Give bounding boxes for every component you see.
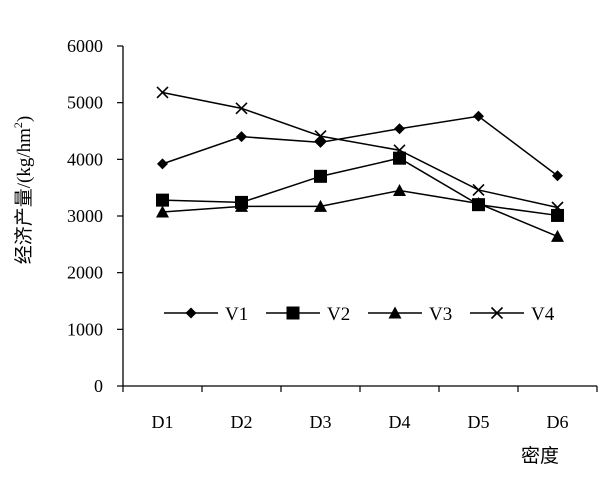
legend-item-v1: V1: [164, 304, 248, 325]
data-point: [472, 197, 485, 210]
data-point: [551, 201, 564, 214]
y-tick-label: 0: [94, 376, 103, 396]
legend-item-v3: V3: [368, 304, 452, 325]
data-point: [473, 110, 484, 122]
data-point: [156, 86, 169, 99]
data-point: [315, 136, 326, 148]
y-axis-ticks: 0 1000 2000 3000 4000 5000 6000: [67, 36, 123, 396]
axes: [122, 46, 597, 387]
legend-label: V1: [225, 304, 248, 325]
y-axis-title: 经济产量/(kg/hm2): [11, 116, 35, 265]
data-point: [393, 151, 406, 165]
x-axis-ticks: D1 D2 D3 D4 D5 D6: [122, 386, 598, 432]
series-v1: [157, 110, 563, 182]
x-axis-title: 密度: [521, 445, 559, 467]
y-tick-label: 4000: [67, 149, 103, 169]
y-tick-label: 3000: [67, 206, 103, 226]
data-point: [314, 169, 327, 183]
data-point: [235, 102, 248, 115]
series-line: [162, 91, 558, 209]
data-point: [156, 205, 169, 218]
y-axis-title-close: ): [14, 116, 35, 122]
legend-item-v4: V4: [470, 304, 555, 325]
x-tick-label: D1: [152, 412, 174, 432]
data-point: [472, 183, 485, 196]
data-point: [393, 144, 406, 157]
data-point: [314, 199, 327, 212]
legend-label: V4: [531, 304, 555, 325]
y-tick-label: 2000: [67, 263, 103, 283]
x-tick-label: D6: [547, 412, 569, 432]
y-axis-title-main: 经济产量/(kg/hm: [13, 128, 35, 264]
legend-marker: [286, 306, 300, 320]
series-v2: [156, 151, 564, 222]
x-tick-label: D5: [468, 412, 490, 432]
y-tick-label: 1000: [67, 319, 103, 339]
x-tick-label: D2: [231, 412, 253, 432]
y-tick-label: 5000: [67, 93, 103, 113]
data-point: [394, 123, 405, 135]
legend-marker: [388, 306, 402, 319]
series-layer: [156, 86, 564, 242]
data-point: [552, 170, 563, 182]
data-point: [551, 208, 564, 222]
data-point: [551, 229, 564, 242]
legend-marker: [185, 307, 197, 319]
series-line: [162, 157, 558, 217]
series-line: [162, 115, 558, 177]
legend-item-v2: V2: [266, 304, 350, 325]
data-point: [236, 131, 247, 143]
data-point: [393, 184, 406, 197]
y-tick-label: 6000: [67, 36, 103, 56]
data-point: [156, 193, 169, 207]
data-point: [235, 199, 248, 212]
series-v3: [156, 184, 564, 242]
y-axis-title-sup: 2: [11, 122, 25, 128]
x-tick-label: D3: [310, 412, 332, 432]
legend-label: V3: [429, 304, 452, 325]
legend: V1 V2 V3 V4: [164, 304, 555, 325]
series-line: [162, 189, 558, 238]
x-tick-label: D4: [389, 412, 411, 432]
series-v4: [156, 86, 564, 214]
legend-marker: [490, 306, 504, 320]
data-point: [157, 158, 168, 170]
data-point: [314, 130, 327, 143]
legend-label: V2: [327, 304, 350, 325]
